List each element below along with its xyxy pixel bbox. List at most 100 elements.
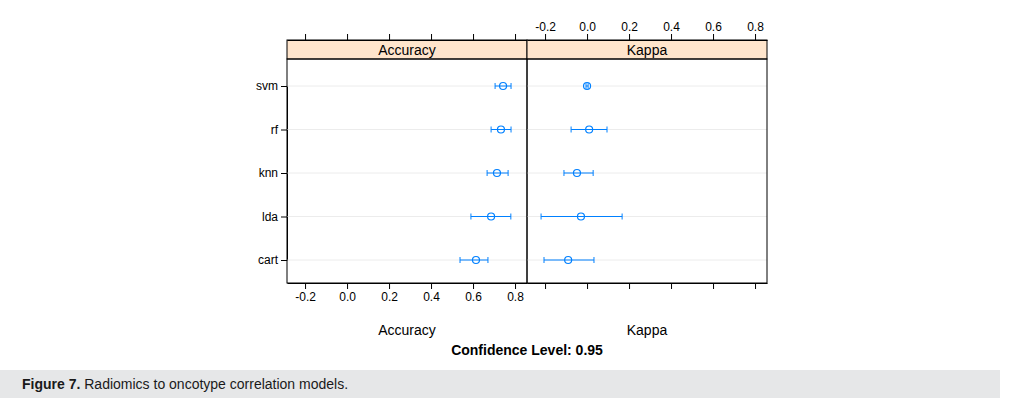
error-bar-line: [491, 129, 511, 130]
x-tick-label: 0.8: [747, 20, 764, 34]
row-lines: [527, 86, 767, 260]
x-tick-label: 0.4: [663, 20, 680, 34]
y-tick: lda: [262, 210, 287, 224]
x-tick: 0.0: [579, 20, 596, 40]
strip: [287, 40, 527, 59]
x-tick: [473, 34, 474, 40]
error-bar-cap: [491, 127, 492, 133]
error-bar-cap: [508, 170, 509, 176]
x-axis-bottom: -0.20.00.20.40.60.8: [288, 283, 528, 304]
x-tick: [347, 34, 348, 40]
marks: [541, 83, 622, 264]
point: [493, 170, 500, 177]
y-tick-mark: [281, 130, 287, 131]
error-bar-cap: [571, 127, 572, 133]
error-bar: [541, 214, 622, 220]
error-bar-cap: [495, 83, 496, 89]
caption-box: [0, 370, 1000, 398]
y-tick-mark: [281, 260, 287, 261]
point: [565, 257, 572, 264]
x-tick-mark: [755, 34, 756, 40]
x-tick-mark: [755, 283, 756, 289]
x-tick-label: 0.2: [621, 20, 638, 34]
x-tick: -0.2: [535, 20, 556, 40]
x-tick-mark: [431, 283, 432, 289]
axis-line: [528, 40, 768, 41]
caption: Figure 7. Radiomics to oncotype correlat…: [22, 376, 348, 392]
error-bar-cap: [460, 257, 461, 263]
x-tick-mark: [671, 34, 672, 40]
error-bar: [460, 257, 488, 263]
x-tick-label: -0.2: [535, 20, 556, 34]
x-tick-mark: [515, 34, 516, 40]
x-tick-mark: [347, 283, 348, 289]
x-tick-mark: [545, 34, 546, 40]
x-tick: [389, 34, 390, 40]
x-tick: 0.0: [339, 283, 356, 304]
error-bar-line: [495, 86, 511, 87]
x-tick-mark: [347, 34, 348, 40]
x-tick: [671, 283, 672, 289]
error-bar-cap: [510, 214, 511, 220]
x-tick: [713, 283, 714, 289]
error-bar: [495, 83, 511, 89]
y-tick: rf: [271, 123, 287, 137]
x-tick-mark: [545, 283, 546, 289]
x-tick-label: 0.0: [339, 290, 356, 304]
y-tick: svm: [256, 79, 287, 93]
error-bar-cap: [622, 214, 623, 220]
error-bar-line: [487, 173, 508, 174]
x-tick: 0.4: [423, 283, 440, 304]
caption-label: Figure 7.: [22, 376, 80, 392]
x-axis-title: Kappa: [627, 322, 668, 338]
row-line: [287, 86, 527, 87]
row-line: [527, 129, 767, 130]
x-tick-mark: [389, 283, 390, 289]
strip-label: Kappa: [627, 42, 668, 58]
footnote: Confidence Level: 0.95: [451, 342, 603, 358]
x-tick: [545, 283, 546, 289]
y-tick-label: knn: [259, 166, 278, 180]
x-tick-label: 0.2: [381, 290, 398, 304]
y-tick-label: rf: [271, 123, 279, 137]
x-tick-label: 0.4: [423, 290, 440, 304]
caption-text: Radiomics to oncotype correlation models…: [84, 376, 348, 392]
row-line: [287, 173, 527, 174]
error-bar-cap: [593, 257, 594, 263]
x-tick-mark: [713, 34, 714, 40]
x-tick: 0.2: [621, 20, 638, 40]
error-bar: [571, 127, 607, 133]
error-bar-line: [571, 129, 607, 130]
x-tick-mark: [305, 283, 306, 289]
x-tick-mark: [473, 34, 474, 40]
y-tick: knn: [259, 166, 287, 180]
y-axis: svm rf knn lda cart: [256, 79, 288, 267]
row-line: [527, 260, 767, 261]
x-tick-label: 0.6: [705, 20, 722, 34]
row-line: [527, 216, 767, 217]
x-tick: -0.2: [295, 283, 316, 304]
x-tick-mark: [587, 34, 588, 40]
x-tick: [629, 283, 630, 289]
strip-label: Accuracy: [378, 42, 436, 58]
y-tick: cart: [258, 253, 287, 267]
x-tick: [755, 283, 756, 289]
x-tick-mark: [629, 34, 630, 40]
point: [577, 213, 584, 220]
error-bar-line: [541, 216, 622, 217]
x-tick-mark: [389, 34, 390, 40]
strip: [527, 40, 767, 59]
x-tick: [587, 283, 588, 289]
error-bar: [491, 127, 511, 133]
x-tick: [305, 34, 306, 40]
row-line: [287, 260, 527, 261]
x-tick-label: 0.8: [507, 290, 524, 304]
panel: Kappa: [527, 40, 767, 283]
y-tick-mark: [281, 173, 287, 174]
x-tick-label: 0.0: [579, 20, 596, 34]
point: [488, 213, 495, 220]
x-tick-mark: [587, 283, 588, 289]
x-tick: 0.4: [663, 20, 680, 40]
x-tick-mark: [713, 283, 714, 289]
point: [586, 126, 593, 133]
